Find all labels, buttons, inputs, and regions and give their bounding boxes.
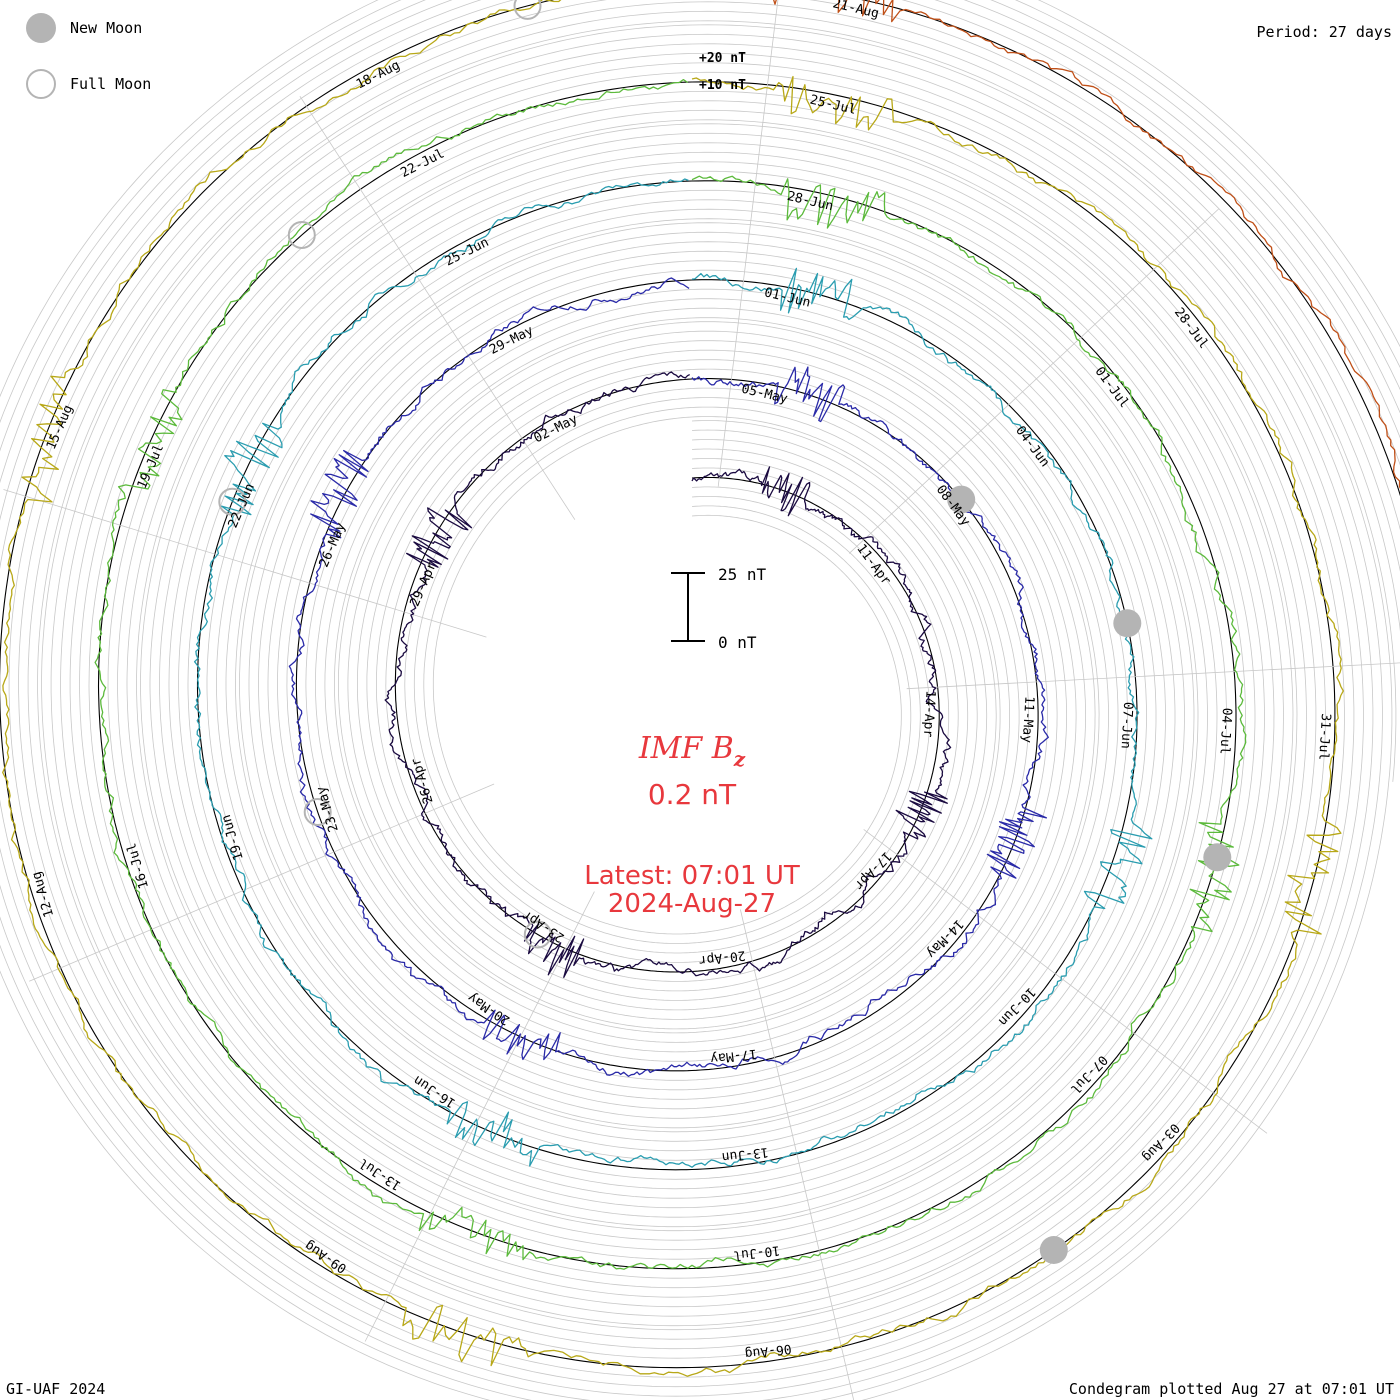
grid-spiral bbox=[37, 20, 1397, 1331]
date-label: 21-Aug bbox=[831, 0, 880, 22]
grid-spoke bbox=[29, 783, 495, 982]
ring-label-20: +20 nT bbox=[699, 51, 746, 66]
full-moon-icon bbox=[26, 69, 56, 99]
new-moon-marker bbox=[1113, 609, 1142, 638]
date-label: 06-Aug bbox=[744, 1341, 792, 1361]
full-moon-marker bbox=[523, 920, 552, 949]
zero-spiral bbox=[0, 0, 1400, 1369]
full-moon-marker bbox=[218, 487, 247, 516]
date-label: 07-Jun bbox=[1118, 701, 1136, 749]
ring-label-10: +10 nT bbox=[699, 78, 746, 93]
series-turn-1 bbox=[384, 371, 952, 978]
chart-title: IMF Bz bbox=[638, 731, 746, 771]
grid-spoke bbox=[906, 662, 1400, 690]
full-moon-marker bbox=[287, 221, 316, 249]
new-moon-label: New Moon bbox=[70, 19, 143, 37]
date-label: 16-Jul bbox=[124, 841, 152, 890]
grid-spoke bbox=[3, 489, 487, 638]
date-label: 04-Jul bbox=[1216, 707, 1234, 755]
grid-spoke bbox=[863, 829, 1268, 1134]
date-labels: 11-Apr14-Apr17-Apr20-Apr23-Apr26-Apr29-A… bbox=[29, 0, 1333, 1361]
legend-full-moon: Full Moon bbox=[26, 68, 151, 100]
date-label: 19-Jun bbox=[219, 813, 247, 862]
grid-spiral bbox=[27, 10, 1400, 1340]
series-turn-2 bbox=[288, 277, 1049, 1077]
latest-date: 2024-Aug-27 bbox=[608, 889, 776, 919]
date-label: 17-May bbox=[709, 1046, 758, 1066]
scale-top-label: 25 nT bbox=[718, 565, 767, 584]
series-turn-3 bbox=[193, 178, 1153, 1168]
grid-spokes bbox=[3, 0, 1400, 1400]
new-moon-icon bbox=[26, 13, 56, 43]
scale-bar: 25 nT 0 nT bbox=[671, 565, 767, 652]
date-label: 13-Jun bbox=[721, 1144, 769, 1164]
footer-credit: GI-UAF 2024 bbox=[6, 1380, 106, 1398]
date-label: 11-May bbox=[1019, 696, 1037, 744]
grid-spoke bbox=[740, 909, 855, 1400]
new-moon-marker bbox=[1039, 1236, 1068, 1264]
date-label: 12-Aug bbox=[29, 870, 57, 919]
moon-markers bbox=[218, 0, 1232, 1264]
date-label: 31-Jul bbox=[1315, 713, 1333, 761]
series-turn-5 bbox=[2, 0, 1344, 1377]
date-label: 26-Apr bbox=[409, 756, 437, 805]
latest-time: Latest: 07:01 UT bbox=[584, 861, 800, 891]
grid-spiral bbox=[8, 0, 1400, 1359]
full-moon-label: Full Moon bbox=[70, 75, 152, 93]
new-moon-marker bbox=[1203, 843, 1232, 872]
grid-spoke bbox=[364, 891, 595, 1342]
grid-spoke bbox=[717, 0, 779, 487]
date-label: 14-Apr bbox=[920, 690, 938, 738]
date-label: 10-Jul bbox=[732, 1242, 780, 1262]
date-label: 20-Apr bbox=[698, 947, 747, 967]
grid-spiral bbox=[18, 1, 1400, 1350]
series-turn-6 bbox=[773, 0, 1400, 490]
legend-new-moon: New Moon bbox=[26, 12, 142, 44]
full-moon-marker bbox=[513, 0, 542, 20]
footer-plotted: Condegram plotted Aug 27 at 07:01 UT bbox=[1068, 1380, 1394, 1398]
scale-bottom-label: 0 nT bbox=[718, 633, 757, 652]
center-readout: IMF Bz 0.2 nT Latest: 07:01 UT 2024-Aug-… bbox=[584, 731, 800, 919]
series-turn-4 bbox=[94, 78, 1247, 1270]
period-label: Period: 27 days bbox=[1256, 23, 1392, 41]
grid-spoke bbox=[299, 95, 576, 520]
current-value: 0.2 nT bbox=[648, 778, 737, 811]
full-moon-marker bbox=[303, 798, 332, 826]
new-moon-marker bbox=[947, 485, 976, 514]
